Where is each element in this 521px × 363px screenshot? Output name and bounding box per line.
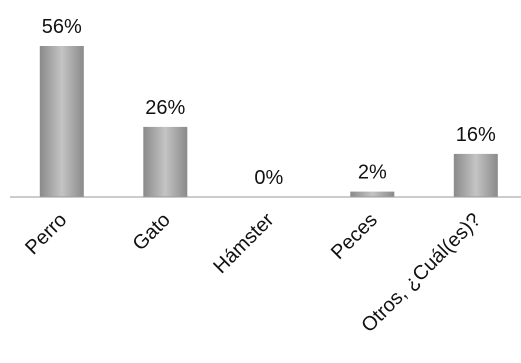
bar-peces [350,191,395,197]
category-label-peces: Peces [327,209,382,264]
category-label-perro: Perro [21,209,71,259]
category-label-hamster: Hámster [209,209,278,278]
data-label-peces: 2% [358,162,387,184]
bars-group [39,46,498,197]
data-label-perro: 56% [42,16,82,38]
bar-otros-cual-es [453,153,498,197]
data-labels-group: 56% 26% 0% 2% 16% [42,16,496,189]
data-label-otros-cual-es: 16% [456,124,496,146]
data-label-hamster: 0% [254,167,283,189]
bar-gato [143,126,188,197]
data-label-gato: 26% [145,97,185,119]
bar-perro [39,46,84,197]
category-label-gato: Gato [129,209,175,255]
